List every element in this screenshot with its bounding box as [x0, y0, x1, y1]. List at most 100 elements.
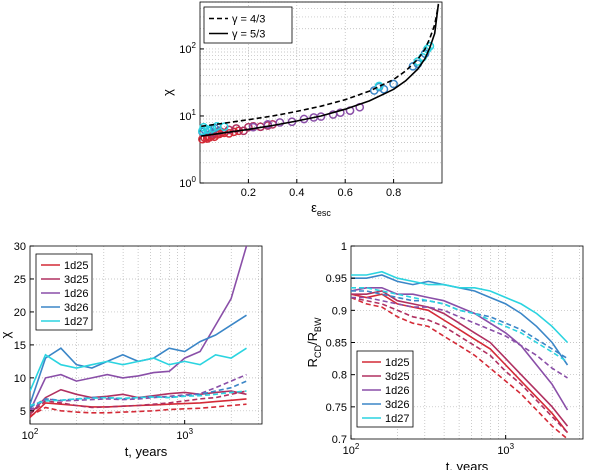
xtick-label-0-base: 10: [22, 430, 34, 442]
ytick-label-1-exp: 1: [192, 108, 197, 117]
ytick-label-0: 100: [179, 175, 196, 190]
legend-label-0: 1d25: [385, 357, 409, 369]
ytick-label-2: 0.8: [332, 370, 347, 382]
legend-label-1: 3d25: [64, 274, 88, 286]
xtick-label-1-base: 10: [176, 430, 188, 442]
series-line-1d27-solid: [30, 347, 247, 392]
point-1d27-0: [198, 126, 207, 136]
ytick-label-0: 5: [20, 406, 26, 418]
legend-label-1: 3d25: [385, 371, 409, 383]
legend-box: [35, 253, 93, 331]
series-line-1d27-solid: [351, 270, 569, 344]
ytick-label-0: 0.7: [332, 434, 347, 446]
point-3d26-7: [389, 79, 398, 89]
ytick-label-1-base: 10: [179, 111, 191, 123]
ytick-label-1: 101: [179, 108, 196, 123]
legend-label-4: 1d27: [64, 316, 88, 328]
xtick-label-0-exp: 2: [34, 427, 39, 436]
xtick-label-1: 103: [176, 427, 193, 442]
legend-label-0: 1d25: [64, 260, 88, 272]
legend-label-3: 3d26: [64, 302, 88, 314]
ytick-label-0-exp: 0: [192, 175, 197, 184]
y-axis-label: χ: [160, 89, 175, 96]
legend-label-3: 3d26: [385, 399, 409, 411]
ytick-label-4: 25: [14, 274, 26, 286]
axes-frame: [199, 1, 443, 184]
x-axis-label: t, years: [125, 444, 168, 459]
legend-label-0: γ = 4/3: [232, 14, 265, 26]
ytick-label-3: 0.85: [326, 338, 347, 350]
point-1d27-2: [202, 125, 212, 134]
xtick-label-0: 102: [343, 442, 360, 457]
xtick-label-1: 103: [497, 442, 514, 457]
point-1d27-6: [374, 81, 384, 91]
xtick-label-0: 102: [22, 427, 39, 442]
ytick-label-6: 1: [341, 241, 347, 253]
y-axis-label-ylabel: χ: [0, 331, 13, 338]
curve-0: [201, 4, 440, 128]
xtick-label-2: 0.6: [338, 187, 353, 199]
ytick-label-1: 0.75: [326, 402, 347, 414]
ytick-label-2-base: 10: [179, 44, 191, 56]
x-axis-label: t, years: [446, 459, 489, 470]
legend-label-2: 1d26: [64, 288, 88, 300]
y-axis-label: χ: [0, 331, 13, 338]
y-axis-label: RCD/RBW: [305, 317, 323, 367]
series-line-1d27-dashed: [30, 390, 247, 407]
ytick-label-1: 10: [14, 373, 26, 385]
series-group: [351, 270, 569, 439]
ytick-label-2: 15: [14, 340, 26, 352]
series-line-1d26-dashed: [30, 373, 247, 412]
series-line-1d27-dashed: [351, 287, 568, 363]
point-1d27-5: [219, 122, 229, 132]
x-axis-label-sub: esc: [317, 208, 332, 218]
axes-frame: [29, 245, 263, 425]
series-line-3d25-solid: [351, 290, 569, 427]
ytick-label-0-base: 10: [179, 178, 191, 190]
legend-label-4: 1d27: [385, 413, 409, 425]
xtick-label-1-exp: 3: [189, 427, 194, 436]
x-axis-label-main: ε: [311, 200, 317, 215]
ytick-label-3: 20: [14, 307, 26, 319]
xtick-label-1-exp: 3: [510, 442, 515, 451]
xtick-label-0-exp: 2: [355, 442, 360, 451]
xtick-label-1: 0.4: [289, 187, 304, 199]
xtick-label-0: 0.2: [241, 187, 256, 199]
y-axis-label-ylabel_mid: /R: [305, 332, 320, 345]
series-line-1d26-solid: [30, 246, 248, 412]
series-group: [30, 246, 248, 418]
series-line-3d26-dashed: [351, 290, 568, 360]
point-1d27-10: [425, 41, 435, 51]
point-1d26-8: [336, 108, 345, 118]
ytick-label-5: 30: [14, 241, 26, 253]
y-axis-label-ylabel: R: [305, 358, 320, 367]
point-1d26-1: [263, 119, 273, 129]
series-line-1d26-dashed: [351, 296, 568, 379]
legend-box: [203, 6, 293, 44]
series-line-1d26-solid: [351, 287, 569, 411]
legend-label-2: 1d26: [385, 385, 409, 397]
ytick-label-2-exp: 2: [192, 41, 197, 50]
point-3d25-5: [244, 122, 253, 132]
xtick-label-3: 0.8: [386, 187, 401, 199]
point-1d26-2: [275, 118, 285, 127]
x-axis-label: εesc: [311, 200, 331, 218]
ytick-label-4: 0.9: [332, 305, 347, 317]
series-line-3d25-dashed: [30, 390, 247, 415]
curve-1: [201, 3, 440, 137]
xtick-label-0-base: 10: [343, 445, 355, 457]
series-line-1d25-solid: [351, 293, 569, 434]
series-line-3d25-dashed: [351, 296, 569, 434]
xtick-label-1-base: 10: [497, 445, 509, 457]
ytick-label-5: 0.95: [326, 273, 347, 285]
ytick-label-2: 102: [179, 41, 196, 56]
series-line-3d25-solid: [30, 388, 247, 415]
y-axis-label-ylabel_sub2: BW: [313, 317, 323, 332]
y-axis-label-ylabel_sub1: CD: [313, 345, 323, 358]
legend-label-1: γ = 5/3: [232, 29, 265, 41]
